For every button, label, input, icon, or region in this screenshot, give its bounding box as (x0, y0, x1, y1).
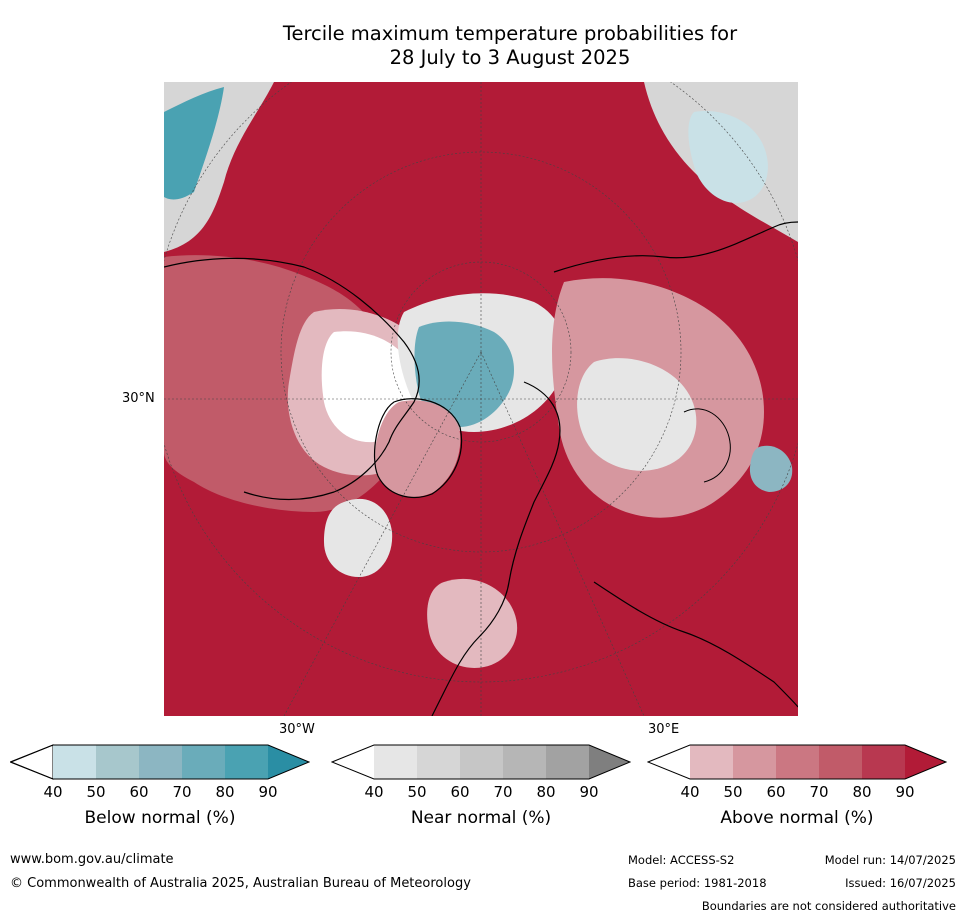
coastline-siberia (553, 221, 798, 273)
colorbar-above-normal-low-arrow (647, 745, 690, 779)
colorbar-below-normal-high-arrow (268, 745, 309, 779)
near-normal-region-atlantic (324, 498, 393, 577)
colorbar-below-normal-bin-40-50 (53, 745, 96, 779)
longitude-label-30w: 30°W (279, 722, 315, 737)
coastline-caspian (683, 408, 731, 483)
map-canvas (164, 82, 798, 716)
title-line-1: Tercile maximum temperature probabilitie… (282, 22, 738, 45)
colorbar-tick: 60 (450, 783, 470, 801)
colorbar-tick: 40 (43, 783, 63, 801)
forecast-map[interactable] (164, 82, 798, 716)
colorbar-above-normal-label: Above normal (%) (720, 808, 874, 828)
colorbar-below-normal-ticks: 40 50 60 70 80 90 (10, 783, 310, 801)
colorbar-tick: 70 (172, 783, 192, 801)
colorbar-near-normal-high-arrow (589, 745, 630, 779)
colorbar-above-normal-bin-60-70 (776, 745, 819, 779)
latitude-circle-45 (280, 151, 682, 553)
greenland-region (375, 400, 461, 497)
near-normal-region-siberia (577, 358, 697, 471)
colorbar-near-normal-ticks: 40 50 60 70 80 90 (331, 783, 631, 801)
colorbar-near-normal-swatches (331, 744, 631, 780)
colorbar-below-normal-bin-70-80 (182, 745, 225, 779)
title-line-2: 28 July to 3 August 2025 (389, 46, 631, 69)
colorbar-above-normal-bin-70-80 (819, 745, 862, 779)
colorbar-tick: 60 (766, 783, 786, 801)
boundaries-disclaimer: Boundaries are not considered authoritat… (701, 899, 956, 913)
model-run-date: Model run: 14/07/2025 (824, 853, 956, 867)
colorbar-tick: 40 (364, 783, 384, 801)
colorbar-below-normal-outline (10, 744, 310, 780)
colorbar-above-normal-swatches (647, 744, 947, 780)
chart-title: Tercile maximum temperature probabilitie… (160, 22, 860, 70)
colorbar-tick: 50 (407, 783, 427, 801)
colorbar-above-normal-ticks: 40 50 60 70 80 90 (647, 783, 947, 801)
below-normal-region-nw (164, 87, 224, 200)
colorbar-below-normal-bin-80-90 (225, 745, 268, 779)
coastline-greenland (373, 398, 463, 498)
colorbar-above-normal-bin-40-50 (690, 745, 733, 779)
colorbar-near-normal (331, 743, 631, 781)
colorbar-below-normal-bin-50-60 (96, 745, 139, 779)
colorbar-near-normal-low-arrow (331, 745, 374, 779)
colorbar-near-normal-bin-70-80 (503, 745, 546, 779)
base-period: Base period: 1981-2018 (628, 876, 767, 890)
colorbar-below-normal-low-arrow (10, 744, 54, 780)
colorbar-above-normal-high-arrow (905, 745, 946, 779)
coastline-north-america (164, 257, 420, 501)
colorbar-below-normal (10, 743, 310, 781)
colorbar-tick: 80 (215, 783, 235, 801)
colorbar-near-normal-outline (331, 744, 631, 780)
colorbar-above-normal-bin-50-60 (733, 745, 776, 779)
below-normal-region-asia (749, 445, 793, 492)
colorbar-below-normal-label: Below normal (%) (84, 808, 236, 828)
latitude-label-30n: 30°N (122, 391, 155, 406)
coastline-mediterranean (593, 581, 798, 708)
website-link[interactable]: www.bom.gov.au/climate (10, 852, 174, 867)
colorbar-near-normal-bin-50-60 (417, 745, 460, 779)
colorbar-tick: 60 (129, 783, 149, 801)
colorbar-tick: 70 (493, 783, 513, 801)
colorbar-tick: 80 (852, 783, 872, 801)
colorbar-near-normal-bin-40-50 (374, 745, 417, 779)
colorbar-tick: 40 (680, 783, 700, 801)
colorbar-below-normal-bin-60-70 (139, 745, 182, 779)
meridian-30e (480, 351, 645, 716)
colorbar-tick: 50 (723, 783, 743, 801)
coastline-europe (431, 381, 561, 716)
copyright-text: © Commonwealth of Australia 2025, Austra… (10, 876, 471, 891)
issued-date: Issued: 16/07/2025 (845, 876, 956, 890)
model-name: Model: ACCESS-S2 (628, 853, 735, 867)
longitude-label-30e: 30°E (648, 722, 680, 737)
colorbar-near-normal-bin-60-70 (460, 745, 503, 779)
colorbar-tick: 90 (258, 783, 278, 801)
colorbar-tick: 50 (86, 783, 106, 801)
colorbar-tick: 90 (579, 783, 599, 801)
colorbar-near-normal-bin-80-90 (546, 745, 589, 779)
colorbar-tick: 90 (895, 783, 915, 801)
meridian-30w (283, 351, 482, 716)
colorbar-tick: 70 (809, 783, 829, 801)
colorbar-above-normal-outline (647, 744, 947, 780)
weak-below-normal-region-ne (688, 111, 768, 203)
weak-above-normal-region-europe (427, 578, 518, 668)
colorbar-above-normal (647, 743, 947, 781)
below-normal-region-arctic (414, 321, 514, 427)
colorbar-tick: 80 (536, 783, 556, 801)
colorbar-near-normal-label: Near normal (%) (410, 808, 552, 828)
colorbar-below-normal-swatches (10, 744, 310, 780)
colorbar-above-normal-bin-80-90 (862, 745, 905, 779)
